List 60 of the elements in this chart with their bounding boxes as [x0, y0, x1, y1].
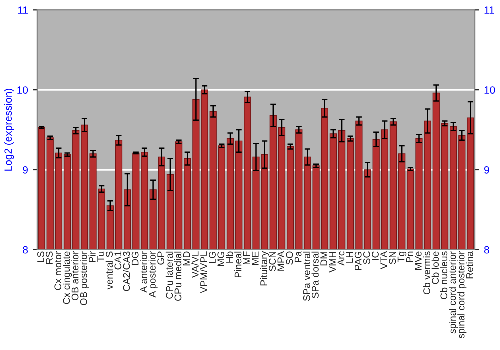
x-tick-label: CPu lateral — [166, 252, 174, 299]
x-tick-label: Pir — [88, 251, 96, 262]
x-tick-label: SO — [286, 252, 294, 265]
x-tick-label: RS — [46, 252, 53, 264]
x-tick-label: Cb nucleus — [440, 252, 448, 300]
x-tick-label: spinal cord anterior — [449, 251, 458, 334]
x-tick-label: SC — [363, 252, 370, 264]
x-tick-label: LG — [209, 252, 216, 264]
x-tick-label: MF — [243, 252, 250, 265]
x-tick-label: Cb lobe — [432, 252, 440, 284]
x-tick-label: SCN — [269, 252, 276, 272]
y-tick-label: 9 — [23, 166, 28, 174]
y-tick-label: 8 — [23, 246, 28, 254]
x-tick-label: MG — [218, 252, 225, 266]
x-tick-label: GP — [158, 252, 164, 265]
x-tick-label: OB posterior — [80, 251, 90, 306]
x-tick-label: A anterior — [140, 251, 148, 293]
x-tick-label: LH — [346, 252, 354, 263]
x-tick-label: ventral S — [106, 252, 114, 290]
y2-tick-label: 9 — [484, 166, 490, 174]
x-tick-label: spinal cord posterior — [458, 251, 467, 339]
x-tick-label: Hb — [226, 252, 234, 263]
x-tick-label: Cb vermis — [423, 252, 430, 295]
x-tick-label: VA/VL — [192, 252, 199, 278]
x-tick-label: LS — [38, 252, 44, 262]
y-tick-label: 11 — [18, 6, 28, 14]
x-tick-label: IC — [372, 252, 379, 260]
x-tick-label: CPu medial — [174, 252, 182, 302]
x-tick-label: CA1 — [114, 252, 122, 270]
x-tick-label: Cx cingulate — [62, 252, 72, 304]
x-tick-label: Tu — [98, 252, 104, 262]
x-tick-label: CA2/CA3 — [123, 252, 130, 292]
y-axis-title: Log2 (expression) — [4, 88, 14, 171]
x-tick-label: Retina — [466, 251, 474, 279]
x-tick-label: PAG — [354, 252, 362, 270]
x-tick-label: MVe — [415, 252, 422, 270]
y-tick-label: 10 — [18, 86, 28, 94]
x-tick-label: DG — [132, 252, 139, 266]
y2-tick-label: 10 — [484, 86, 496, 94]
x-tick-label: Pn — [406, 252, 414, 262]
y2-tick-label: 11 — [484, 6, 494, 14]
x-tick-label: Tg — [398, 252, 407, 262]
x-tick-label: ME — [252, 252, 259, 266]
x-tick-label: DM — [320, 252, 328, 266]
x-tick-label: SN — [389, 252, 396, 264]
y2-tick-label: 8 — [484, 246, 490, 254]
x-tick-label: MPA — [278, 251, 284, 271]
x-tick-label: VPM/VPL — [200, 252, 208, 294]
x-tick-label: A posterior — [148, 251, 158, 298]
x-tick-label: Pineal — [234, 252, 242, 278]
x-tick-label: VTA — [380, 251, 388, 270]
x-tick-label: SPa dorsal — [312, 252, 319, 298]
x-tick-label: Pituitary — [260, 251, 270, 286]
x-tick-label: Cx motor — [54, 251, 62, 290]
x-tick-label: VMH — [329, 252, 336, 273]
x-tick-label: SPa ventral — [303, 252, 310, 302]
x-tick-label: Arc — [338, 252, 345, 266]
x-tick-label: OB anterior — [72, 251, 79, 301]
x-tick-label: Pa — [294, 251, 302, 262]
x-tick-label: MD — [183, 252, 190, 266]
